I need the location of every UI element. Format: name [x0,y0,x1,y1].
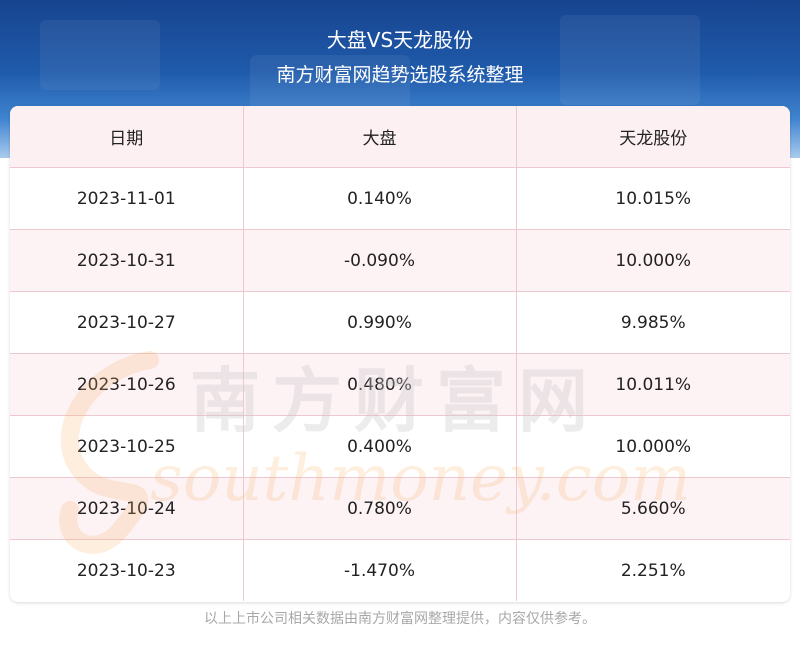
market-change-cell: 0.480% [243,353,517,416]
comparison-table: 日期 大盘 天龙股份 2023-11-01 0.140% 10.015% 202… [10,106,790,601]
date-cell: 2023-10-27 [10,291,244,354]
market-change-cell: -1.470% [243,539,517,601]
date-cell: 2023-10-26 [10,353,244,416]
stock-change-cell: 10.000% [516,229,790,292]
page-title: 大盘VS天龙股份 [326,28,474,52]
market-change-cell: 0.140% [243,167,517,230]
table-row: 2023-10-25 0.400% 10.000% [10,415,790,478]
date-cell: 2023-10-25 [10,415,244,478]
table-row: 2023-10-23 -1.470% 2.251% [10,539,790,601]
column-header-date: 日期 [10,106,244,168]
market-change-cell: 0.990% [243,291,517,354]
date-cell: 2023-11-01 [10,167,244,230]
market-change-cell: 0.780% [243,477,517,540]
stock-change-cell: 2.251% [516,539,790,601]
header-decoration [560,15,700,105]
date-cell: 2023-10-31 [10,229,244,292]
footer-disclaimer: 以上上市公司相关数据由南方财富网整理提供，内容仅供参考。 [204,611,596,627]
stock-change-cell: 10.000% [516,415,790,478]
date-cell: 2023-10-23 [10,539,244,601]
date-cell: 2023-10-24 [10,477,244,540]
stock-change-cell: 10.011% [516,353,790,416]
column-header-stock: 天龙股份 [516,106,790,168]
table-row: 2023-10-24 0.780% 5.660% [10,477,790,540]
stock-change-cell: 9.985% [516,291,790,354]
header-decoration [40,20,160,90]
column-header-market: 大盘 [243,106,517,168]
market-change-cell: 0.400% [243,415,517,478]
table-header-row: 日期 大盘 天龙股份 [10,106,790,168]
table-row: 2023-11-01 0.140% 10.015% [10,167,790,230]
table-row: 2023-10-27 0.990% 9.985% [10,291,790,354]
data-table-card: 日期 大盘 天龙股份 2023-11-01 0.140% 10.015% 202… [10,106,790,602]
stock-change-cell: 10.015% [516,167,790,230]
stock-change-cell: 5.660% [516,477,790,540]
table-row: 2023-10-26 0.480% 10.011% [10,353,790,416]
table-row: 2023-10-31 -0.090% 10.000% [10,229,790,292]
market-change-cell: -0.090% [243,229,517,292]
page-subtitle: 南方财富网趋势选股系统整理 [276,64,524,86]
